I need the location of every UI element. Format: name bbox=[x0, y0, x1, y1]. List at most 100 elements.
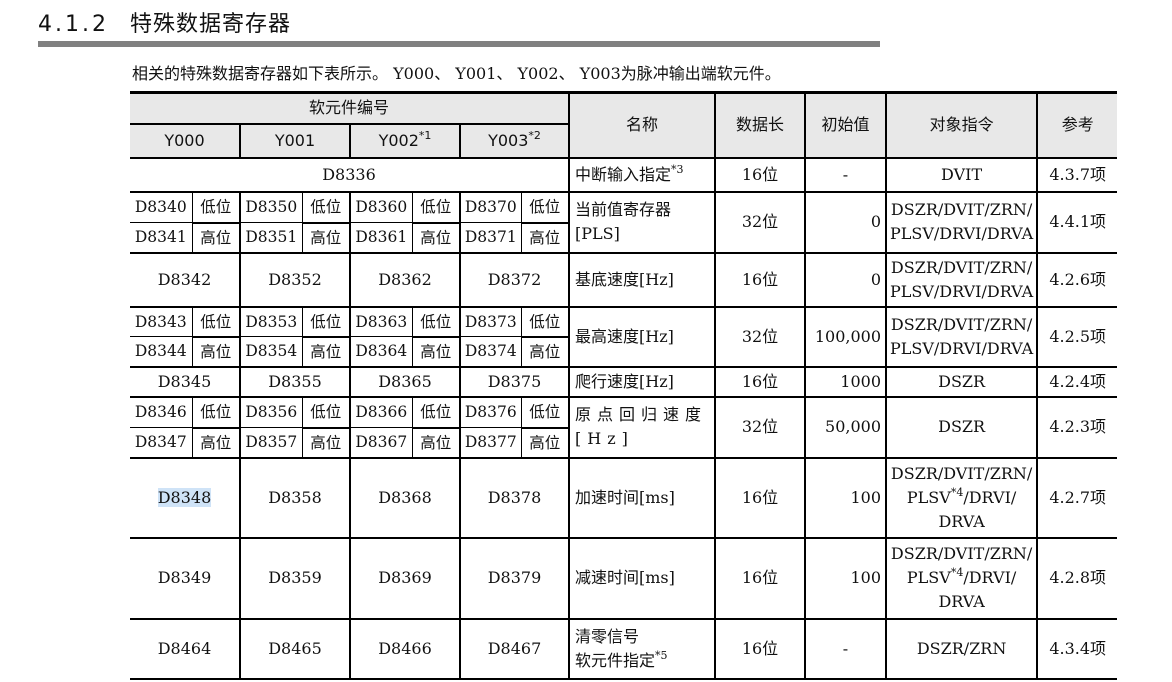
device-number: D8355 bbox=[239, 365, 351, 398]
section-number: 4.1.2 bbox=[38, 12, 109, 37]
target-instructions: DSZR/DVIT/ZRN/PLSV/DRVI/DRVA bbox=[884, 251, 1039, 308]
header-instruction: 对象指令 bbox=[884, 91, 1039, 159]
header-output-y002: Y002*1 bbox=[349, 122, 461, 159]
table-row: D8464 D8465 D8466 D8467 清零信号 软元件指定*5 16位 - DSZR/… bbox=[130, 617, 1118, 680]
device-number: D8368 bbox=[349, 456, 461, 539]
table-row: D8343 低位 D8353 低位 D8363 低位 D8373 低位 最高速度[Hz] 32位 1… bbox=[130, 305, 1118, 368]
footnote-marker: *4 bbox=[950, 566, 964, 579]
high-word-label: 高位 bbox=[191, 426, 241, 459]
target-instructions: DSZR bbox=[884, 395, 1039, 459]
device-number-text: D8342 bbox=[157, 269, 212, 289]
register-name: 中断输入指定*3 bbox=[568, 156, 716, 193]
device-number-low: D8343 bbox=[130, 306, 193, 337]
data-length: 32位 bbox=[714, 395, 806, 459]
data-length: 16位 bbox=[714, 365, 806, 398]
register-name: 爬行速度[Hz] bbox=[568, 365, 716, 398]
data-length: 16位 bbox=[714, 536, 806, 620]
target-instructions: DSZR/DVIT/ZRN/PLSV*4/DRVI/DRVA bbox=[884, 456, 1039, 539]
device-number-low: D8340 bbox=[130, 191, 193, 223]
device-number: D8342 bbox=[130, 251, 241, 308]
special-data-register-table: 软元件编号 名称 数据长 初始值 对象指令 参考 Y000 Y001 Y002*1 Y… bbox=[130, 91, 1118, 680]
high-word-label: 高位 bbox=[520, 335, 569, 368]
device-number-low: D8353 bbox=[239, 306, 303, 337]
header-output-y000: Y000 bbox=[130, 122, 241, 159]
device-number-high: D8354 bbox=[239, 336, 303, 367]
header-output-y001: Y001 bbox=[239, 122, 351, 159]
high-word-label: 高位 bbox=[301, 335, 351, 368]
device-number-text: D8375 bbox=[487, 371, 542, 391]
reference-link: 4.2.3项 bbox=[1036, 395, 1118, 459]
high-word-label: 高位 bbox=[411, 221, 461, 254]
device-number-text: D8365 bbox=[378, 371, 432, 391]
table-row: D8348 D8358 D8368 D8378 加速时间[ms] 16位 100 DSZR/D… bbox=[130, 456, 1118, 539]
high-word-label: 高位 bbox=[191, 335, 241, 368]
initial-value: 100 bbox=[804, 536, 887, 620]
section-title: 特殊数据寄存器 bbox=[130, 12, 292, 37]
low-word-label: 低位 bbox=[411, 305, 461, 338]
device-number-text: D8345 bbox=[157, 371, 212, 391]
device-number-low: D8370 bbox=[459, 191, 522, 223]
device-number: D8379 bbox=[459, 536, 570, 620]
device-number-text: D8369 bbox=[378, 568, 432, 587]
initial-value: 100 bbox=[804, 456, 887, 539]
device-number: D8345 bbox=[130, 365, 241, 398]
low-word-label: 低位 bbox=[301, 395, 351, 429]
low-word-label: 低位 bbox=[411, 395, 461, 429]
table-row: D8340 低位 D8350 低位 D8360 低位 D8370 低位 当前值寄存器 [PLS] 3… bbox=[130, 190, 1118, 254]
device-number: D8372 bbox=[459, 251, 570, 308]
register-name: 最高速度[Hz] bbox=[568, 305, 716, 368]
initial-value: 100,000 bbox=[804, 305, 887, 368]
reference-link: 4.2.8项 bbox=[1036, 536, 1118, 620]
footnote-marker: *3 bbox=[671, 162, 684, 176]
low-word-label: 低位 bbox=[520, 190, 570, 224]
footnote-marker: *2 bbox=[528, 128, 541, 142]
register-name: 加速时间[ms] bbox=[568, 456, 716, 539]
device-number-text: D8358 bbox=[268, 487, 322, 507]
device-number-high: D8364 bbox=[349, 336, 413, 367]
device-number: D8464 bbox=[130, 617, 241, 680]
data-length: 16位 bbox=[714, 251, 806, 308]
heading-rule bbox=[38, 41, 880, 47]
device-number-high: D8351 bbox=[239, 222, 303, 253]
high-word-label: 高位 bbox=[301, 426, 351, 459]
register-name: 基底速度[Hz] bbox=[568, 251, 716, 308]
target-instructions: DSZR/DVIT/ZRN/PLSV/DRVI/DRVA bbox=[884, 305, 1039, 368]
table-row: D8342 D8352 D8362 D8372 基底速度[Hz] 16位 0 DSZR/DVI… bbox=[130, 251, 1118, 308]
reference-link: 4.2.4项 bbox=[1036, 365, 1118, 398]
device-number: D8348 bbox=[130, 456, 241, 539]
high-word-label: 高位 bbox=[191, 221, 241, 254]
device-number-high: D8361 bbox=[349, 222, 413, 253]
device-number-text: D8359 bbox=[268, 568, 322, 587]
reference-link: 4.2.6项 bbox=[1036, 251, 1118, 308]
initial-value: 1000 bbox=[804, 365, 887, 398]
low-word-label: 低位 bbox=[301, 190, 351, 224]
device-number: D8365 bbox=[349, 365, 461, 398]
target-instructions: DVIT bbox=[884, 156, 1039, 193]
device-number: D8369 bbox=[349, 536, 461, 620]
device-number-high: D8347 bbox=[130, 427, 193, 458]
device-number-text: D8466 bbox=[378, 638, 432, 658]
initial-value: 0 bbox=[804, 190, 887, 254]
table-row: D8344 高位 D8354 高位 D8364 高位 D8374 高位 bbox=[130, 335, 1117, 368]
reference-link: 4.4.1项 bbox=[1036, 190, 1118, 254]
device-number-high: D8344 bbox=[130, 336, 193, 367]
device-number: D8465 bbox=[239, 617, 351, 680]
reference-link: 4.2.5项 bbox=[1036, 305, 1118, 368]
initial-value: - bbox=[804, 156, 887, 193]
device-number: D8466 bbox=[349, 617, 461, 680]
device-number-low: D8373 bbox=[459, 306, 522, 337]
table-row: D8345 D8355 D8365 D8375 爬行速度[Hz] 16位 1000 DSZR 4… bbox=[130, 365, 1118, 398]
device-number-low: D8376 bbox=[459, 396, 522, 428]
intro-text: 相关的特殊数据寄存器如下表所示。 Y000、 Y001、 Y002、 Y003为… bbox=[132, 64, 781, 83]
high-word-label: 高位 bbox=[520, 426, 569, 459]
device-number-high: D8371 bbox=[459, 222, 522, 253]
device-number: D8362 bbox=[349, 251, 461, 308]
device-number-text: D8349 bbox=[157, 568, 212, 587]
register-name: 清零信号 软元件指定*5 bbox=[568, 617, 716, 680]
low-word-label: 低位 bbox=[191, 190, 241, 224]
reference-link: 4.2.7项 bbox=[1036, 456, 1118, 539]
target-instructions: DSZR/DVIT/ZRN/PLSV/DRVI/DRVA bbox=[884, 190, 1039, 254]
low-word-label: 低位 bbox=[191, 305, 241, 338]
device-number: D8352 bbox=[239, 251, 351, 308]
device-number-text: D8378 bbox=[487, 487, 542, 507]
